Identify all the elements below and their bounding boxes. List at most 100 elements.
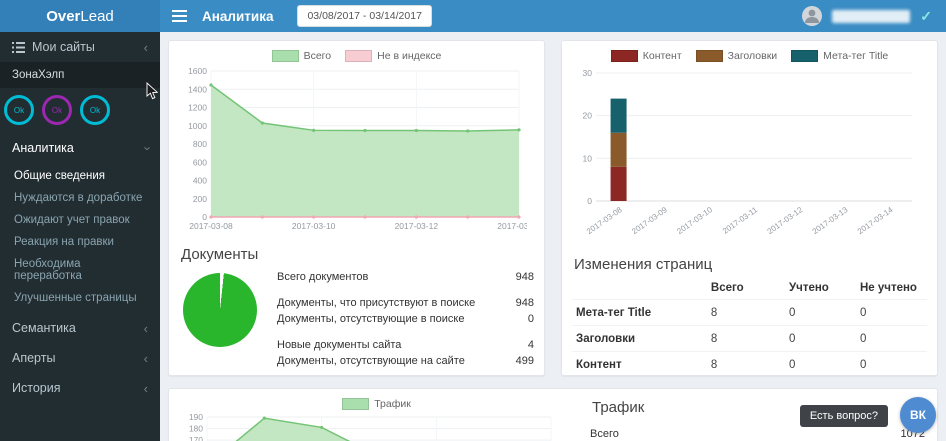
page-title: Аналитика: [202, 8, 274, 24]
submenu-item-general[interactable]: Общие сведения: [14, 170, 105, 182]
svg-text:170: 170: [189, 435, 203, 441]
avatar[interactable]: [802, 6, 823, 26]
documents-panel: Всего Не в индексе 0 200 400 600 800 1000 1200…: [168, 40, 545, 376]
analytics-submenu: Общие сведения Нуждаются в доработке Ожи…: [0, 163, 160, 313]
stat-label: Всего документов: [277, 271, 369, 283]
table-header: Всего: [710, 282, 744, 294]
current-site-name[interactable]: ЗонаХэлп: [0, 62, 160, 88]
sidebar: Мои сайты ЗонаХэлп Ok Ok Ok Аналитика Об…: [0, 32, 160, 441]
gauge-indicator[interactable]: Ok: [42, 95, 72, 125]
stat-row: Всего 1072: [590, 426, 925, 441]
vk-button[interactable]: ВК: [900, 397, 936, 433]
svg-text:30: 30: [583, 68, 593, 78]
stat-label: Новые документы сайта: [277, 339, 402, 351]
svg-text:2017-03-11: 2017-03-11: [721, 205, 760, 236]
svg-text:180: 180: [189, 424, 203, 434]
svg-text:2017-03-08: 2017-03-08: [189, 221, 233, 231]
gauge-indicator[interactable]: Ok: [80, 95, 110, 125]
submenu-item-needs-redo[interactable]: Необходима переработка: [14, 258, 82, 282]
sidebar-item-my-sites[interactable]: Мои сайты: [0, 32, 160, 62]
submenu-item-reaction[interactable]: Реакция на правки: [14, 236, 114, 248]
gauge-indicator[interactable]: Ok: [4, 95, 34, 125]
sidebar-item-aperty[interactable]: Аперты: [0, 343, 160, 373]
stat-label: Всего: [590, 428, 619, 440]
top-bar: Over Lead Аналитика 03/08/2017 - 03/14/20…: [0, 0, 946, 32]
legend-swatch: [695, 50, 723, 62]
changes-title: Изменения страниц: [574, 256, 713, 273]
logo-text-light: Lead: [80, 7, 114, 25]
stat-label: Документы, отсутствующие на сайте: [277, 355, 465, 367]
svg-text:2017-03-08: 2017-03-08: [585, 205, 624, 236]
legend-swatch: [610, 50, 638, 62]
svg-text:0: 0: [202, 212, 207, 222]
table-cell: 0: [784, 299, 856, 326]
legend-item: Заголовки: [695, 50, 778, 62]
documents-pie-chart: [183, 273, 257, 347]
chevron-left-icon: [144, 322, 148, 335]
documents-area-chart: 0 200 400 600 800 1000 1200 1400 1600 2017-03-08 2…: [188, 66, 541, 231]
table-cell: 0: [784, 351, 856, 375]
svg-text:2017-03-14: 2017-03-14: [497, 221, 527, 231]
legend-item: Мета-тег Title: [791, 50, 888, 62]
stat-row: Документы, отсутствующие в поиске 0: [277, 311, 534, 327]
svg-text:1400: 1400: [188, 84, 207, 94]
svg-text:0: 0: [587, 196, 592, 206]
changes-table: Всего Учтено Не учтено Мета-тег Title 8 …: [572, 277, 927, 375]
chevron-left-icon: [144, 352, 148, 365]
stat-row: Документы, отсутствующие на сайте 499: [277, 353, 534, 369]
check-icon[interactable]: [920, 8, 932, 25]
submenu-item-need-rework[interactable]: Нуждаются в доработке: [14, 192, 143, 204]
legend-label: Контент: [642, 50, 682, 62]
changes-chart-legend: Контент Заголовки Мета-тег Title: [572, 50, 927, 62]
sidebar-item-label: Семантика: [12, 321, 76, 335]
svg-text:2017-03-12: 2017-03-12: [766, 205, 805, 236]
table-row: Контент 8 0 0: [572, 351, 927, 375]
header-right-cluster: [802, 6, 946, 26]
sidebar-item-analytics[interactable]: Аналитика: [0, 133, 160, 163]
table-cell: 0: [855, 351, 927, 375]
logo[interactable]: Over Lead: [0, 0, 160, 32]
legend-label: Мета-тег Title: [823, 50, 889, 62]
list-icon: [12, 41, 25, 53]
documents-title: Документы: [181, 246, 259, 263]
legend-label: Всего: [303, 50, 332, 62]
sidebar-item-history[interactable]: История: [0, 373, 160, 403]
logo-text-bold: Over: [46, 7, 81, 25]
date-range-input[interactable]: 03/08/2017 - 03/14/2017: [297, 5, 432, 27]
documents-chart-legend: Всего Не в индексе: [179, 50, 534, 62]
legend-label: Трафик: [374, 398, 411, 410]
submenu-item-awaiting[interactable]: Ожидают учет правок: [14, 214, 130, 226]
stat-value: 499: [515, 355, 534, 367]
table-cell: Мета-тег Title: [572, 299, 707, 326]
stat-value: 948: [515, 297, 534, 309]
sidebar-item-label: История: [12, 381, 61, 395]
svg-text:10: 10: [583, 153, 593, 163]
documents-stats: Всего документов 948 Документы, что прис…: [277, 269, 534, 369]
chevron-left-icon: [144, 382, 148, 395]
svg-text:2017-03-10: 2017-03-10: [675, 205, 714, 236]
stat-value: 0: [527, 313, 534, 325]
svg-text:1600: 1600: [188, 66, 207, 76]
question-button[interactable]: Есть вопрос?: [799, 405, 888, 427]
traffic-chart-area: Трафик 010203040506070809010011012013014…: [179, 397, 574, 441]
chevron-left-icon: [144, 41, 148, 54]
svg-text:2017-03-13: 2017-03-13: [811, 205, 850, 236]
table-header: Учтено: [788, 282, 829, 294]
table-cell: 8: [706, 351, 785, 375]
legend-label: Заголовки: [727, 50, 778, 62]
table-cell: 0: [855, 325, 927, 352]
table-row: Заголовки 8 0 0: [572, 325, 927, 352]
svg-text:1000: 1000: [188, 121, 207, 131]
svg-text:600: 600: [193, 157, 207, 167]
hamburger-menu-icon[interactable]: [160, 0, 198, 32]
table-cell: 8: [706, 325, 785, 352]
traffic-title: Трафик: [592, 399, 645, 416]
legend-item: Всего: [271, 50, 332, 62]
sidebar-item-label: Аналитика: [12, 141, 74, 155]
sidebar-item-semantics[interactable]: Семантика: [0, 313, 160, 343]
stat-value: 948: [515, 271, 534, 283]
submenu-item-improved[interactable]: Улучшенные страницы: [14, 292, 137, 304]
stat-row: Новые документы сайта 4: [277, 337, 534, 353]
svg-text:400: 400: [193, 176, 207, 186]
